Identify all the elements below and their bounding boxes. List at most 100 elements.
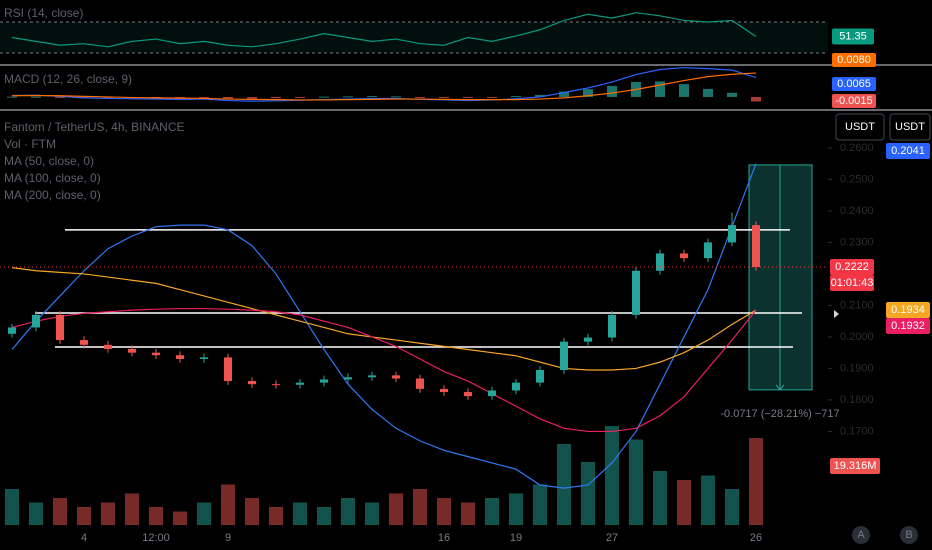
candle-body bbox=[176, 355, 184, 359]
macd-hist-bar bbox=[247, 96, 257, 99]
x-tick-label: 26 bbox=[750, 532, 762, 544]
macd-hist-bar bbox=[679, 84, 689, 97]
volume-bar bbox=[629, 439, 643, 525]
macd-hist-bar bbox=[103, 96, 113, 99]
volume-bar bbox=[293, 502, 307, 525]
volume-bar bbox=[245, 498, 259, 525]
currency-button-label[interactable]: USDT bbox=[845, 121, 875, 133]
volume-bar bbox=[125, 493, 139, 525]
rsi-value-label: 51.35 bbox=[839, 30, 867, 42]
macd-hist-bar bbox=[415, 96, 425, 98]
scale-button[interactable] bbox=[900, 526, 918, 544]
candle-body bbox=[128, 348, 136, 353]
scale-button-label[interactable]: A bbox=[857, 529, 865, 541]
macd-hist-bar bbox=[367, 96, 377, 98]
volume-bar bbox=[101, 502, 115, 525]
price-tag bbox=[832, 53, 876, 67]
hist-value-label: -0.0015 bbox=[835, 95, 872, 107]
y-tick-label: 0.2600 bbox=[840, 142, 874, 154]
y-tick-label: 0.2400 bbox=[840, 205, 874, 217]
volume-value-label: 19.316M bbox=[834, 460, 877, 472]
chart-title: Fantom / TetherUS, 4h, BINANCE bbox=[4, 120, 185, 134]
candle-body bbox=[80, 340, 88, 345]
candle-body bbox=[536, 370, 544, 383]
candle-body bbox=[8, 327, 16, 334]
candle-body bbox=[704, 242, 712, 259]
price-tag bbox=[830, 458, 880, 474]
volume-bar bbox=[341, 498, 355, 525]
macd-hist-bar bbox=[487, 96, 497, 98]
ma-line bbox=[11, 163, 757, 489]
volume-title: Vol · FTM bbox=[4, 137, 56, 151]
measure-arrowhead bbox=[775, 384, 785, 391]
volume-bar bbox=[485, 498, 499, 525]
price-tag-label: 0.2222 bbox=[835, 261, 869, 273]
price-tag-label: 0.2041 bbox=[891, 145, 925, 157]
candle-body bbox=[248, 381, 256, 385]
volume-bar bbox=[605, 426, 619, 525]
price-tag bbox=[886, 302, 930, 318]
volume-bar bbox=[173, 511, 187, 525]
volume-bar bbox=[533, 484, 547, 525]
macd-title: MACD (12, 26, close, 9) bbox=[4, 72, 132, 86]
macd-hist-bar bbox=[463, 96, 473, 98]
x-tick-label: 27 bbox=[606, 532, 618, 544]
volume-bar bbox=[509, 493, 523, 525]
candle-body bbox=[392, 375, 400, 379]
volume-bar bbox=[29, 502, 43, 525]
macd-line bbox=[11, 67, 757, 102]
candle-body bbox=[200, 357, 208, 359]
price-tag bbox=[832, 77, 876, 91]
currency-button[interactable] bbox=[889, 113, 931, 141]
scroll-arrow[interactable] bbox=[834, 310, 839, 318]
candle-body bbox=[632, 270, 640, 315]
candle-body bbox=[344, 377, 352, 380]
rsi-line bbox=[11, 12, 757, 48]
candle-body bbox=[416, 378, 424, 389]
legend-entry: MA (100, close, 0) bbox=[4, 171, 101, 185]
volume-bar bbox=[269, 507, 283, 525]
scale-button-label[interactable]: B bbox=[905, 529, 912, 541]
macd-hist-bar bbox=[391, 96, 401, 98]
rsi-band bbox=[0, 22, 828, 54]
macd-hist-bar bbox=[343, 96, 353, 98]
macd-hist-bar bbox=[607, 85, 617, 97]
volume-bar bbox=[581, 462, 595, 525]
rsi-title: RSI (14, close) bbox=[4, 6, 83, 20]
volume-bar bbox=[317, 507, 331, 525]
price-tag bbox=[830, 275, 874, 291]
macd-hist-bar bbox=[583, 89, 593, 97]
volume-bar bbox=[53, 498, 67, 525]
macd-hist-bar bbox=[31, 96, 41, 98]
volume-bar bbox=[437, 498, 451, 525]
ma-line bbox=[11, 267, 757, 371]
y-tick-label: 0.2100 bbox=[840, 299, 874, 311]
scale-button[interactable] bbox=[852, 526, 870, 544]
legend-entry: MA (50, close, 0) bbox=[4, 154, 94, 168]
macd-hist-bar bbox=[559, 91, 569, 97]
measure-label: -0.0717 (−28.21%) −717 bbox=[720, 408, 839, 420]
candle-body bbox=[560, 341, 568, 371]
candle-body bbox=[584, 337, 592, 342]
candle-body bbox=[104, 344, 112, 349]
volume-bar bbox=[413, 489, 427, 525]
currency-button-label[interactable]: USDT bbox=[895, 121, 925, 133]
price-tag-label: 0.1932 bbox=[891, 320, 925, 332]
y-tick-label: 0.2500 bbox=[840, 173, 874, 185]
candle-body bbox=[752, 225, 760, 267]
candle-body bbox=[56, 314, 64, 341]
macd-hist-bar bbox=[319, 96, 329, 98]
currency-button[interactable] bbox=[835, 113, 885, 141]
x-tick-label: 12:00 bbox=[142, 532, 170, 544]
candle-body bbox=[608, 314, 616, 338]
x-tick-label: 4 bbox=[81, 532, 87, 544]
macd-hist-bar bbox=[223, 96, 233, 99]
y-tick-label: 0.1800 bbox=[840, 394, 874, 406]
candle-body bbox=[656, 253, 664, 271]
y-tick-label: 0.1700 bbox=[840, 425, 874, 437]
volume-bar bbox=[77, 507, 91, 525]
price-tag bbox=[832, 94, 876, 108]
candle-body bbox=[320, 379, 328, 383]
y-tick-label: 0.2300 bbox=[840, 236, 874, 248]
